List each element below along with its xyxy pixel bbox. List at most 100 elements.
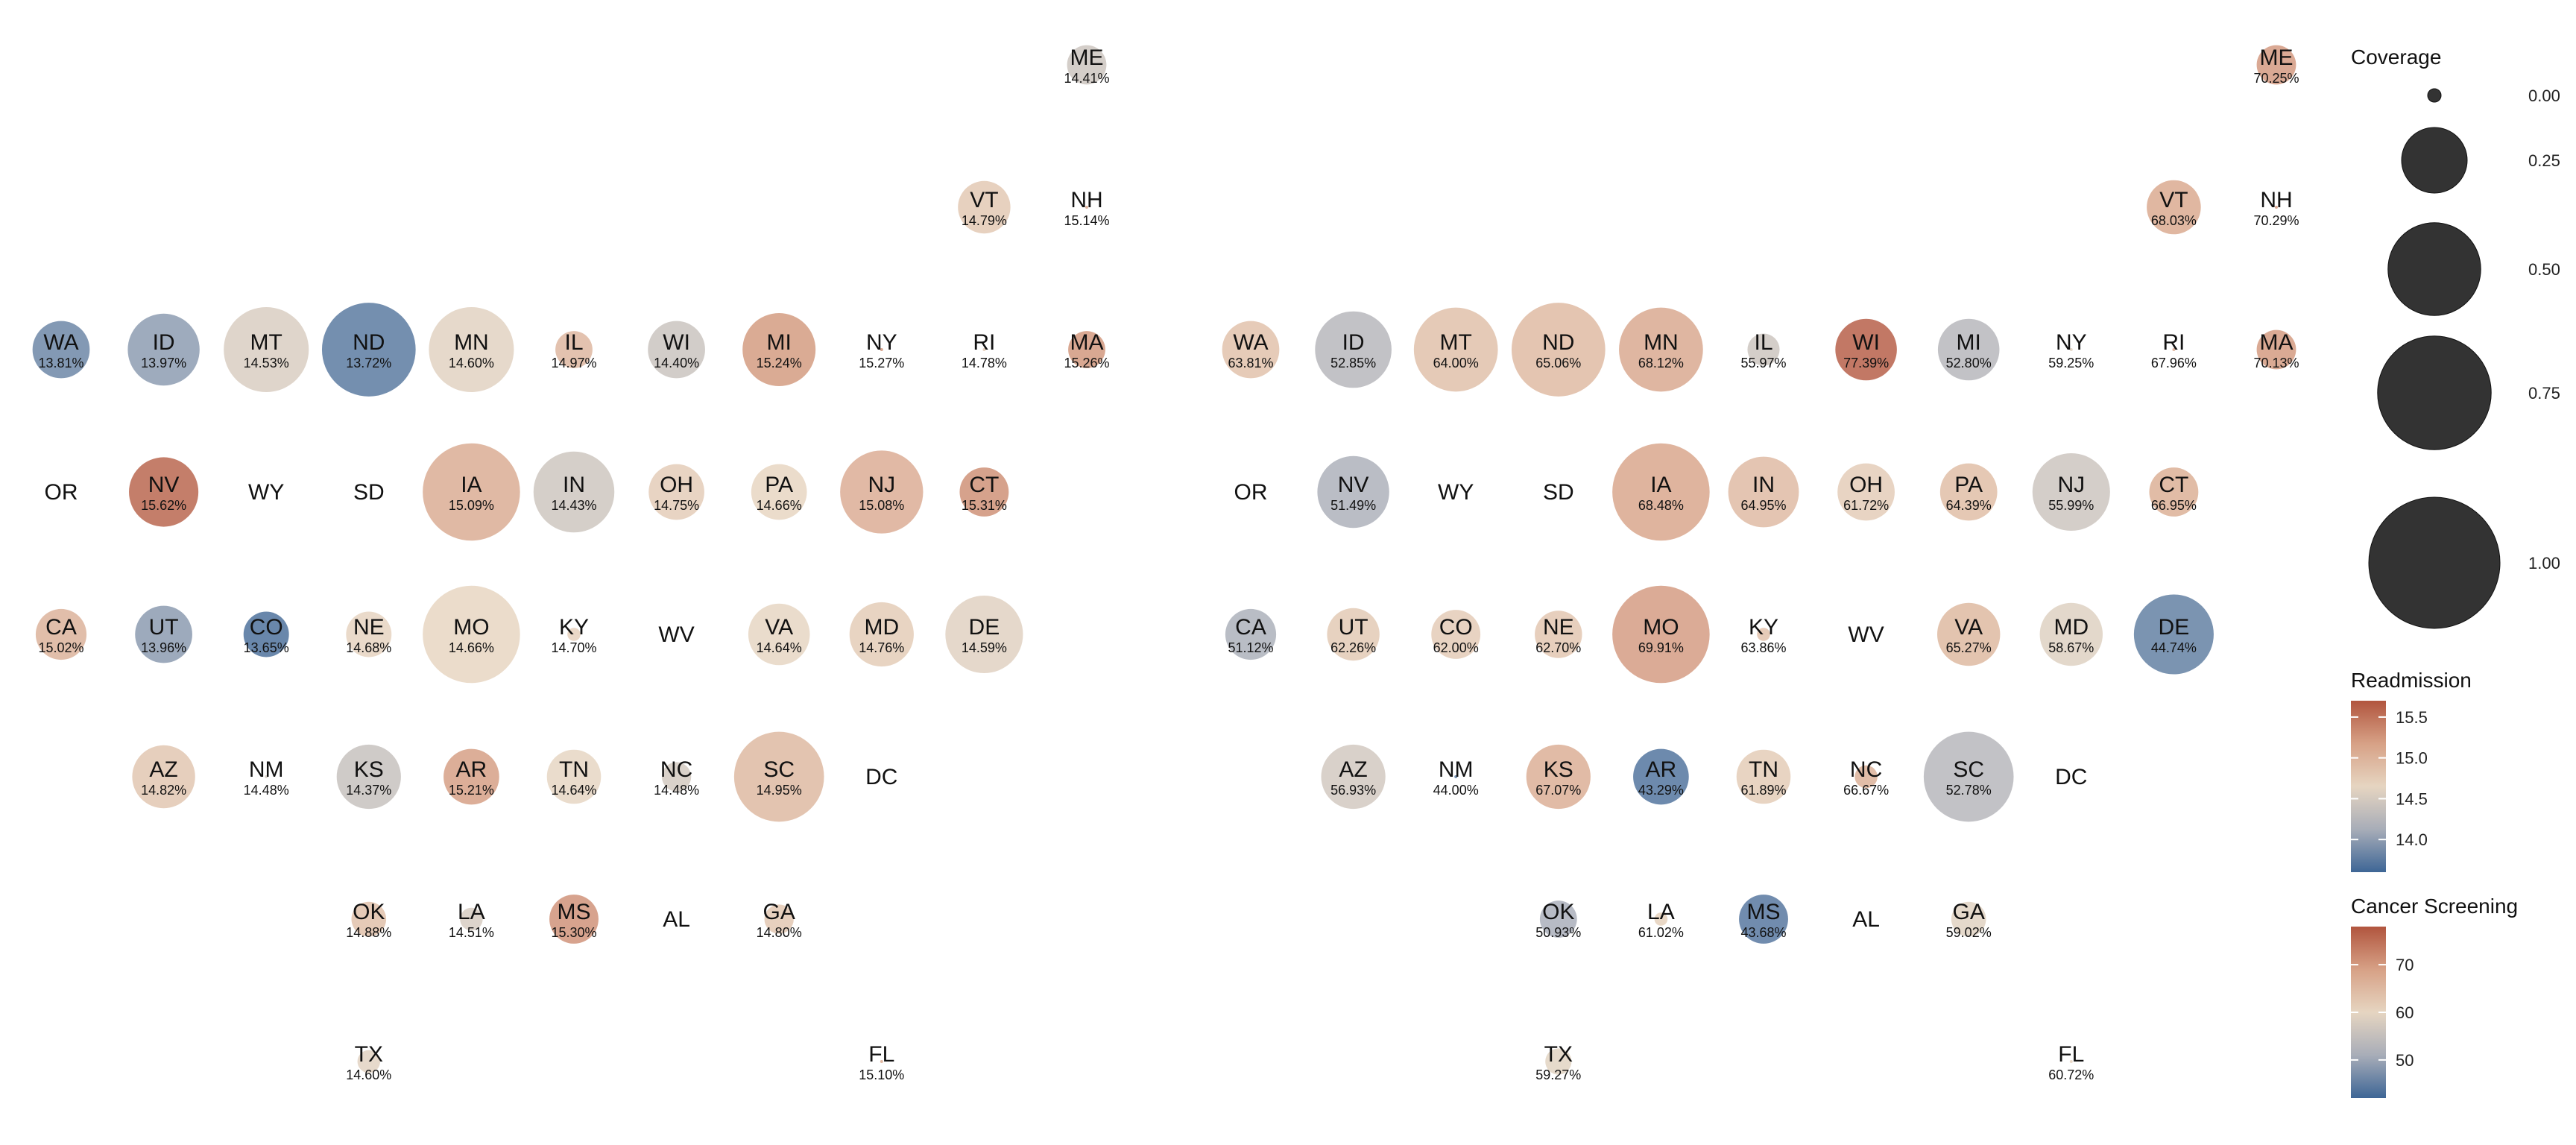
readmission-bubble-va [748,603,810,666]
screening-bubble-tn [1736,749,1791,804]
state-abbr: NH [2260,188,2292,212]
colorbar-tick-label: 14.5 [2396,789,2428,808]
state-value-label: 70.29% [2253,213,2299,228]
state-abbr: SC [763,757,795,782]
state-value-label: 14.60% [346,1067,391,1082]
state-value-label: 14.51% [449,925,494,940]
state-abbr: MT [1440,330,1472,355]
screening-bubble-ok [1539,900,1577,938]
state-abbr: CO [1439,615,1473,640]
screening-bubble-mo [1612,585,1710,684]
readmission-bubble-tx [357,1050,381,1073]
readmission-bubble-ma [1068,331,1105,368]
coverage-legend-label: 0.75 [2528,384,2560,403]
state-abbr: OH [1849,473,1883,497]
colorbar-tick-label: 70 [2396,956,2414,974]
colorbar-tick-label: 60 [2396,1003,2414,1022]
screening-bubble-ga [1951,901,1986,937]
state-value-label: 14.66% [757,498,802,513]
state-abbr: KY [1749,615,1778,640]
state-abbr: FL [2058,1042,2084,1067]
screening-bubble-mt [1413,307,1498,392]
coverage-legend-bubble [2377,335,2492,450]
readmission-bubble-nc [661,762,692,792]
state-value-label: 14.68% [346,640,391,655]
screening-bubble-tx [1545,1048,1572,1075]
state-abbr: VT [970,188,998,212]
state-abbr: MT [250,330,282,355]
state-value-label: 14.97% [551,356,596,370]
state-value-label: 63.81% [1228,356,1273,370]
coverage-legend-label: 0.25 [2528,151,2560,170]
state-abbr: CT [2159,473,2188,497]
screening-bubble-ms [1739,895,1788,944]
state-abbr: NJ [2057,473,2085,497]
state-value-label: 52.78% [1946,783,1992,798]
readmission-bubble-ms [549,895,599,944]
state-value-label: 61.02% [1638,925,1684,940]
state-abbr: RI [973,330,995,355]
readmission-bubble-ky [567,628,581,641]
state-value-label: 14.48% [244,783,289,798]
readmission-state-sd: SD [353,480,385,505]
readmission-bubble-co [243,611,289,657]
state-abbr: MD [2053,615,2089,640]
state-value-label: 14.76% [859,640,904,655]
colorbar-tick-label: 14.0 [2396,830,2428,849]
readmission-state-wy: WY [248,480,284,505]
screening-bubble-va [1936,602,2001,666]
screening-bubble-ky [1757,628,1770,641]
state-value-label: 52.80% [1946,356,1992,370]
state-value-label: 15.02% [38,640,83,655]
state-abbr: WI [1852,330,1880,355]
state-abbr: TX [1544,1042,1573,1067]
screening-state-dc: DC [2055,765,2087,789]
state-value-label: 44.74% [2151,640,2197,655]
cancer-screening-legend: Cancer Screening 70 60 50 [2351,895,2518,1098]
state-value-label: 15.09% [449,498,494,513]
state-abbr: VA [765,615,793,640]
state-abbr: NC [660,757,692,782]
state-abbr: FL [868,1042,894,1067]
readmission-bubble-ca [35,608,87,660]
screening-state-al: AL [1852,907,1880,932]
state-abbr: KS [354,757,384,782]
state-value-label: 15.31% [962,498,1007,513]
readmission-bubble-fl [880,1060,883,1063]
readmission-bubble-me [1067,45,1107,85]
state-value-label: 15.21% [449,783,494,798]
state-abbr: IL [1754,330,1772,355]
screening-bubble-fl [2069,1060,2073,1063]
state-value-label: 14.64% [551,783,596,798]
state-value-label: 14.53% [244,356,289,370]
state-value-label: 13.81% [38,356,83,370]
readmission-bubble-nj [840,450,924,534]
screening-bubble-sc [1923,731,2014,822]
screening-bubble-in [1728,456,1799,528]
state-abbr: TN [1749,757,1778,782]
state-abbr: UT [149,615,179,640]
state-value-label: 14.43% [551,498,596,513]
state-abbr: MD [864,615,899,640]
readmission-bubble-ks [336,744,401,810]
state-abbr: WI [663,330,690,355]
